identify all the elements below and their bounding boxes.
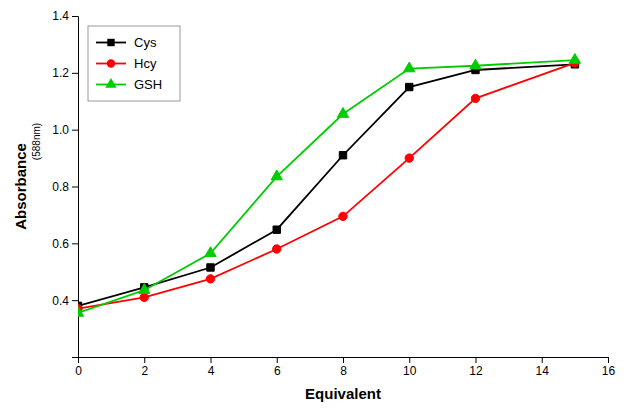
tick-label: 10 bbox=[403, 364, 417, 378]
tick-label: 1.0 bbox=[52, 123, 69, 137]
plot: 0 2 4 6 8 10 12 14 16 0.4 0.6 0.8 1.0 1.2 1.4 Cys Hcy GSH bbox=[52, 9, 615, 377]
tick-mark bbox=[72, 300, 78, 301]
tick-label: 1.4 bbox=[52, 9, 69, 23]
tick-label: 12 bbox=[469, 364, 483, 378]
legend: Cys Hcy GSH bbox=[88, 26, 180, 101]
tick: 6 bbox=[274, 357, 281, 378]
point bbox=[406, 83, 413, 90]
point bbox=[339, 152, 346, 159]
tick-mark bbox=[409, 357, 410, 363]
tick: 0.4 bbox=[52, 294, 78, 308]
tick-mark bbox=[608, 357, 609, 363]
tick: 1.2 bbox=[52, 66, 78, 80]
tick: 1.0 bbox=[52, 123, 78, 137]
legend-label: Cys bbox=[134, 35, 157, 50]
tick-mark bbox=[277, 357, 278, 363]
point bbox=[78, 306, 84, 316]
tick: 2 bbox=[141, 357, 148, 378]
point bbox=[139, 284, 150, 294]
point bbox=[405, 154, 413, 162]
axis-line bbox=[79, 358, 609, 364]
tick: 16 bbox=[602, 357, 616, 378]
point bbox=[273, 245, 281, 253]
tick-mark bbox=[72, 16, 78, 17]
tick-mark bbox=[542, 357, 543, 363]
tick-label: 1.2 bbox=[52, 66, 69, 80]
tick-mark bbox=[476, 357, 477, 363]
tick: 4 bbox=[208, 357, 215, 378]
tick-label: 0.4 bbox=[52, 294, 69, 308]
axis-line bbox=[72, 17, 79, 358]
tick-label: 14 bbox=[536, 364, 550, 378]
tick-mark bbox=[72, 187, 78, 188]
tick-mark bbox=[72, 130, 78, 131]
legend-symbol bbox=[105, 78, 116, 88]
point bbox=[205, 247, 216, 257]
legend-item: GSH bbox=[96, 77, 162, 92]
tick: 14 bbox=[536, 357, 550, 378]
point bbox=[339, 212, 347, 220]
point bbox=[470, 59, 481, 69]
tick-label: 8 bbox=[340, 364, 347, 378]
tick: 0.8 bbox=[52, 180, 78, 194]
tick-mark bbox=[343, 357, 344, 363]
tick-label: 16 bbox=[602, 364, 616, 378]
tick: 10 bbox=[403, 357, 417, 378]
legend-label: Hcy bbox=[134, 56, 157, 71]
tick: 8 bbox=[340, 357, 347, 378]
tick-label: 0.8 bbox=[52, 180, 69, 194]
legend-item: Cys bbox=[96, 35, 157, 50]
tick-mark bbox=[72, 73, 78, 74]
tick-label: 6 bbox=[274, 364, 281, 378]
y-axis-title: Absorbance bbox=[12, 143, 29, 230]
legend-item: Hcy bbox=[96, 56, 157, 71]
legend-frame bbox=[88, 26, 180, 101]
point bbox=[140, 293, 148, 301]
tick: 1.4 bbox=[52, 9, 78, 23]
tick-label: 0.6 bbox=[52, 237, 69, 251]
x-axis-title: Equivalent bbox=[305, 385, 381, 402]
tick-mark bbox=[211, 357, 212, 363]
chart: 0 2 4 6 8 10 12 14 16 0.4 0.6 0.8 1.0 1.2 1.4 Cys Hcy GSH… bbox=[0, 0, 630, 413]
y-axis-subtitle: (588nm) bbox=[31, 123, 42, 160]
tick: 0.6 bbox=[52, 237, 78, 251]
legend-label: GSH bbox=[134, 77, 162, 92]
point bbox=[273, 226, 280, 233]
y-axis: 0.4 0.6 0.8 1.0 1.2 1.4 bbox=[52, 9, 78, 357]
tick-label: 2 bbox=[141, 364, 148, 378]
legend-symbol bbox=[107, 59, 115, 67]
point bbox=[207, 264, 214, 271]
tick-label: 4 bbox=[208, 364, 215, 378]
point bbox=[271, 170, 282, 180]
point bbox=[471, 94, 479, 102]
point bbox=[404, 62, 415, 72]
x-axis: 0 2 4 6 8 10 12 14 16 bbox=[75, 357, 615, 378]
tick-label: 0 bbox=[75, 364, 82, 378]
tick-mark bbox=[144, 357, 145, 363]
legend-symbol bbox=[107, 39, 114, 46]
tick-mark bbox=[72, 243, 78, 244]
tick: 0 bbox=[75, 357, 82, 378]
point bbox=[569, 54, 580, 64]
point bbox=[337, 108, 348, 118]
point bbox=[206, 275, 214, 283]
tick: 12 bbox=[469, 357, 483, 378]
